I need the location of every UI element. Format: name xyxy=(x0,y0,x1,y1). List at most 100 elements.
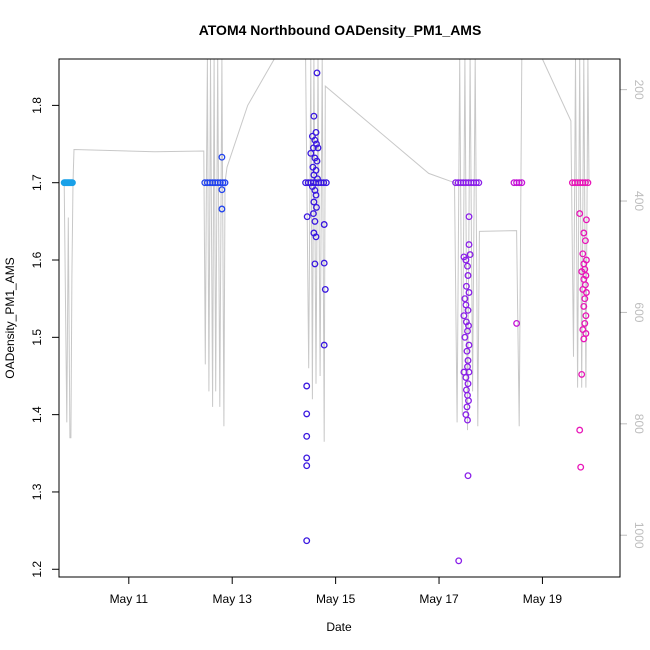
y-tick-label: 1.5 xyxy=(30,329,44,346)
data-point xyxy=(320,259,328,267)
series-1 xyxy=(60,179,76,187)
data-point xyxy=(472,179,480,187)
chart-title: ATOM4 Northbound OADensity_PM1_AMS xyxy=(199,22,482,38)
data-point xyxy=(322,179,330,187)
data-point xyxy=(582,289,590,296)
series-3 xyxy=(302,69,330,545)
data-point xyxy=(464,380,472,388)
data-point xyxy=(580,335,588,343)
data-point xyxy=(576,426,584,434)
series-5 xyxy=(510,179,526,327)
data-point xyxy=(581,237,589,245)
plot-frame xyxy=(58,58,621,578)
data-point xyxy=(513,319,521,327)
data-point xyxy=(303,213,311,221)
data-point xyxy=(455,557,463,565)
axes-layer: May 11 May 13 May 15 May 17 May 19 1.2 1.3 1.4 1… xyxy=(30,80,646,606)
data-point xyxy=(313,69,321,77)
data-point xyxy=(321,285,329,293)
data-point xyxy=(461,295,469,303)
data-point xyxy=(218,205,226,213)
data-point xyxy=(311,217,319,225)
data-point xyxy=(311,186,319,194)
data-point xyxy=(515,179,523,187)
y2-tick-label: 800 xyxy=(632,414,646,434)
data-point xyxy=(216,179,224,187)
x-tick-label: May 19 xyxy=(523,592,563,606)
y-tick-label: 1.6 xyxy=(30,251,44,268)
y2-tick-label: 1000 xyxy=(632,522,646,549)
y-tick-label: 1.7 xyxy=(30,174,44,191)
data-point xyxy=(518,179,526,187)
data-point xyxy=(462,374,470,381)
data-point xyxy=(463,347,471,355)
data-point xyxy=(464,416,471,424)
points-layer xyxy=(60,69,592,565)
data-point xyxy=(303,462,311,470)
y-tick-label: 1.4 xyxy=(30,406,44,423)
data-point xyxy=(314,175,321,183)
data-point xyxy=(320,341,328,349)
data-point xyxy=(581,295,589,303)
data-point xyxy=(464,472,472,480)
data-point xyxy=(312,128,320,136)
data-point xyxy=(312,191,320,199)
data-point xyxy=(303,432,311,440)
series-4 xyxy=(452,179,483,565)
x-axis-label: Date xyxy=(326,620,352,634)
data-point xyxy=(466,251,474,259)
data-point xyxy=(464,272,472,279)
data-point xyxy=(464,306,472,314)
data-point xyxy=(303,382,311,390)
data-point xyxy=(582,312,590,320)
data-point xyxy=(310,112,318,120)
data-point xyxy=(577,463,585,471)
altitude-layer xyxy=(63,59,590,442)
data-point xyxy=(314,144,322,152)
data-point xyxy=(578,268,586,276)
data-point xyxy=(578,370,586,378)
y2-tick-label: 400 xyxy=(632,191,646,211)
data-point xyxy=(460,312,468,320)
altitude-line xyxy=(63,59,590,442)
data-point xyxy=(580,229,588,237)
data-point xyxy=(582,216,590,224)
data-point xyxy=(465,289,473,296)
data-point xyxy=(303,454,311,462)
data-point xyxy=(463,403,471,411)
data-point xyxy=(465,213,473,221)
y-tick-label: 1.3 xyxy=(30,483,44,500)
y-tick-label: 1.8 xyxy=(30,97,44,114)
data-point xyxy=(462,256,470,264)
data-point xyxy=(218,186,226,194)
data-point xyxy=(465,397,472,405)
data-point xyxy=(465,341,473,349)
data-point xyxy=(584,179,592,187)
data-point xyxy=(310,198,318,206)
x-tick-label: May 15 xyxy=(316,592,356,606)
data-point xyxy=(219,179,227,187)
data-point xyxy=(320,221,328,228)
data-point xyxy=(311,136,319,144)
data-point xyxy=(465,241,473,249)
data-point xyxy=(581,319,589,327)
y-axis-label: OADensity_PM1_AMS xyxy=(3,257,17,378)
data-point xyxy=(475,179,483,187)
data-point xyxy=(307,149,315,157)
series-2 xyxy=(201,153,229,213)
y2-tick-label: 200 xyxy=(632,80,646,100)
data-point xyxy=(303,410,311,418)
series-6 xyxy=(568,179,592,471)
x-tick-label: May 17 xyxy=(419,592,459,606)
data-point xyxy=(464,262,471,270)
data-point xyxy=(313,203,320,211)
data-point xyxy=(221,179,229,187)
data-point xyxy=(312,233,320,241)
data-point xyxy=(465,368,473,376)
data-point xyxy=(462,386,470,394)
data-point xyxy=(320,179,328,187)
y-tick-label: 1.2 xyxy=(30,561,44,578)
data-point xyxy=(313,157,321,165)
data-point xyxy=(218,153,226,161)
data-point xyxy=(581,179,589,187)
